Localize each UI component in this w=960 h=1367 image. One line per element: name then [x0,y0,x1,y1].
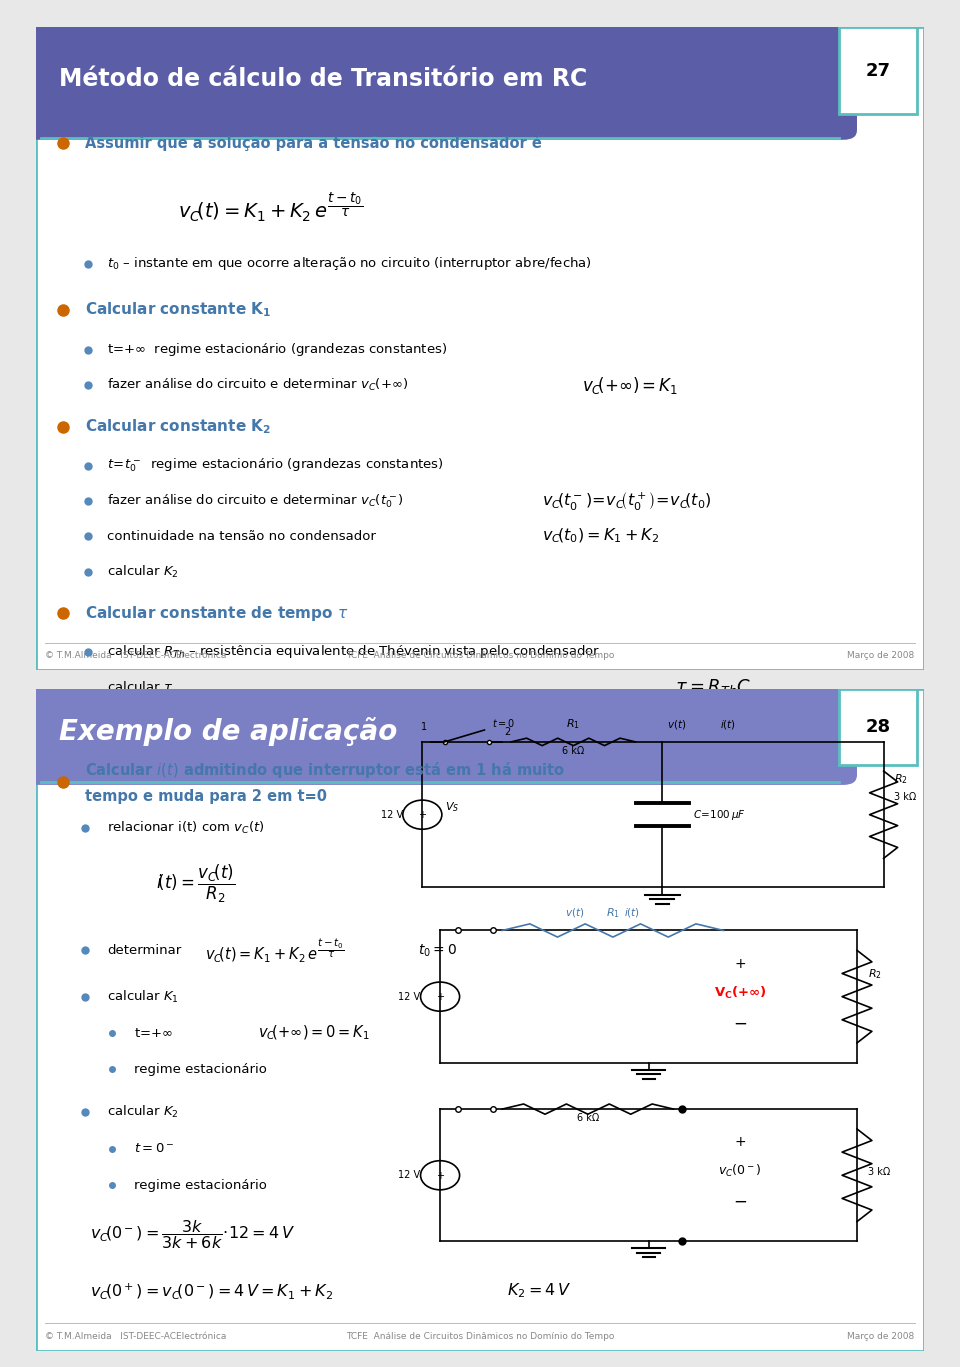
Text: Calcular constante de tempo $\tau$: Calcular constante de tempo $\tau$ [85,604,349,623]
Text: $v_C\!\left(+\infty\right)=K_1$: $v_C\!\left(+\infty\right)=K_1$ [582,375,678,395]
Text: $v(t)$: $v(t)$ [565,906,585,920]
FancyBboxPatch shape [839,689,918,766]
Text: $R_2$: $R_2$ [895,772,908,786]
Text: t=+$\infty$  regime estacionário (grandezas constantes): t=+$\infty$ regime estacionário (grandez… [108,342,447,358]
Text: Assumir que a solução para a tensão no condensador é: Assumir que a solução para a tensão no c… [85,135,542,150]
Text: 6 kΩ: 6 kΩ [577,1113,599,1124]
Text: $v_C\!\left(t\right)=K_1+K_2\,e^{\dfrac{t-t_0}{\tau}}$: $v_C\!\left(t\right)=K_1+K_2\,e^{\dfrac{… [205,936,345,964]
Text: 12 V: 12 V [398,991,420,1002]
Text: calcular $K_1$: calcular $K_1$ [108,988,180,1005]
Text: $v_C\!\left(t_0^-\right)\!=\!v_C\!\left(t_0^+\right)\!=\!v_C\!\left(t_0\right)$: $v_C\!\left(t_0^-\right)\!=\!v_C\!\left(… [542,489,711,511]
Text: Calcular $\mathit{i(t)}$ admitindo que interruptor está em 1 há muito: Calcular $\mathit{i(t)}$ admitindo que i… [85,760,565,779]
Text: $+$: $+$ [436,1170,444,1181]
Text: −: − [733,1014,747,1032]
Text: $t_0=0$: $t_0=0$ [418,942,457,958]
Text: 12 V: 12 V [381,809,403,820]
Text: $t=0^-$: $t=0^-$ [134,1143,175,1155]
Text: determinar: determinar [108,943,181,957]
FancyBboxPatch shape [36,27,924,670]
Text: $\tau = R_{Th}C$: $\tau = R_{Th}C$ [675,677,752,697]
Text: calcular $K_2$: calcular $K_2$ [108,563,180,580]
Text: 27: 27 [866,62,891,81]
Text: 28: 28 [866,718,891,737]
Text: © T.M.Almeida   IST-DEEC-ACElectrónica: © T.M.Almeida IST-DEEC-ACElectrónica [45,651,227,660]
Text: TCFE  Análise de Circuitos Dinâmicos no Domínio do Tempo: TCFE Análise de Circuitos Dinâmicos no D… [346,651,614,660]
Text: Método de cálculo de Transitório em RC: Método de cálculo de Transitório em RC [59,67,587,90]
Text: fazer análise do circuito e determinar $v_C(+\infty)$: fazer análise do circuito e determinar $… [108,377,409,394]
Text: $i(t)$: $i(t)$ [720,718,736,731]
Text: $V_S$: $V_S$ [444,801,459,815]
Text: $v_C\!\left(t_0\right)=K_1+K_2$: $v_C\!\left(t_0\right)=K_1+K_2$ [542,528,660,545]
Text: TCFE  Análise de Circuitos Dinâmicos no Domínio do Tempo: TCFE Análise de Circuitos Dinâmicos no D… [346,1331,614,1341]
Text: 3 kΩ: 3 kΩ [895,791,917,802]
Text: 1: 1 [420,722,427,731]
Text: $R_2$: $R_2$ [868,966,881,980]
Text: Março de 2008: Março de 2008 [848,1331,915,1341]
Text: $i\!\left(t\right)=\dfrac{v_C\!\left(t\right)}{R_2}$: $i\!\left(t\right)=\dfrac{v_C\!\left(t\r… [156,863,235,905]
Text: $v(t)$: $v(t)$ [666,718,686,731]
Text: calcular $R_{Th}$ – resistência equivalente de Thévenin vista pelo condensador: calcular $R_{Th}$ – resistência equivale… [108,644,601,660]
Text: $t=0$: $t=0$ [492,718,515,730]
Text: fazer análise do circuito e determinar $v_C(t_0^-)$: fazer análise do circuito e determinar $… [108,492,404,510]
Text: 12 V: 12 V [398,1170,420,1180]
Text: $R_1$: $R_1$ [606,906,620,920]
Text: $+$: $+$ [418,809,427,820]
Text: calcular $K_2$: calcular $K_2$ [108,1105,180,1121]
Text: $t\!=\!t_0^-$  regime estacionário (grandezas constantes): $t\!=\!t_0^-$ regime estacionário (grand… [108,457,444,474]
Text: t=+$\infty$: t=+$\infty$ [134,1027,173,1039]
Text: regime estacionário: regime estacionário [134,1064,267,1076]
Text: Calcular constante $\mathbf{K_1}$: Calcular constante $\mathbf{K_1}$ [85,301,272,320]
Text: 2: 2 [504,727,510,737]
Text: $v_C\!\left(0^+\right)=v_C\!\left(0^-\right)=4\,V=K_1+K_2$: $v_C\!\left(0^+\right)=v_C\!\left(0^-\ri… [89,1281,333,1301]
Text: $t_0$ – instante em que ocorre alteração no circuito (interruptor abre/fecha): $t_0$ – instante em que ocorre alteração… [108,256,592,272]
Text: +: + [734,1135,746,1150]
FancyBboxPatch shape [23,18,857,139]
Text: −: − [733,1193,747,1211]
Text: Março de 2008: Março de 2008 [848,651,915,660]
Text: $v_C\!\left(+\infty\right)=0=K_1$: $v_C\!\left(+\infty\right)=0=K_1$ [258,1024,371,1042]
FancyBboxPatch shape [23,679,857,785]
Text: calcular $\tau$: calcular $\tau$ [108,681,174,694]
Text: $\mathbf{V_C(+\infty)}$: $\mathbf{V_C(+\infty)}$ [714,984,767,1001]
Text: © T.M.Almeida   IST-DEEC-ACElectrónica: © T.M.Almeida IST-DEEC-ACElectrónica [45,1331,227,1341]
Text: $K_2=4\,V$: $K_2=4\,V$ [507,1282,571,1300]
FancyBboxPatch shape [36,689,924,1351]
Text: continuidade na tensão no condensador: continuidade na tensão no condensador [108,529,376,543]
Text: tempo e muda para 2 em t=0: tempo e muda para 2 em t=0 [85,789,327,804]
Text: $R_1$: $R_1$ [566,718,580,731]
Text: Calcular constante $\mathbf{K_2}$: Calcular constante $\mathbf{K_2}$ [85,418,272,436]
Text: relacionar i(t) com $v_C(t)$: relacionar i(t) com $v_C(t)$ [108,820,265,837]
Text: 3 kΩ: 3 kΩ [868,1167,890,1177]
Text: Exemplo de aplicação: Exemplo de aplicação [59,718,397,746]
Text: $C\!=\!100\,\mu F$: $C\!=\!100\,\mu F$ [693,808,746,822]
Text: $v_C(0^-)$: $v_C(0^-)$ [718,1163,762,1180]
Text: $i(t)$: $i(t)$ [624,906,639,920]
FancyBboxPatch shape [839,27,918,113]
Text: $v_C\!\left(t\right)=K_1+K_2\,e^{\dfrac{t-t_0}{\tau}}$: $v_C\!\left(t\right)=K_1+K_2\,e^{\dfrac{… [179,190,364,224]
Text: +: + [734,957,746,971]
Text: regime estacionário: regime estacionário [134,1178,267,1192]
Text: 6 kΩ: 6 kΩ [563,746,585,756]
Text: $+$: $+$ [436,991,444,1002]
Text: $v_C\!\left(0^-\right)=\dfrac{3k}{3k+6k}\!\cdot\!12=4\,V$: $v_C\!\left(0^-\right)=\dfrac{3k}{3k+6k}… [89,1218,295,1251]
